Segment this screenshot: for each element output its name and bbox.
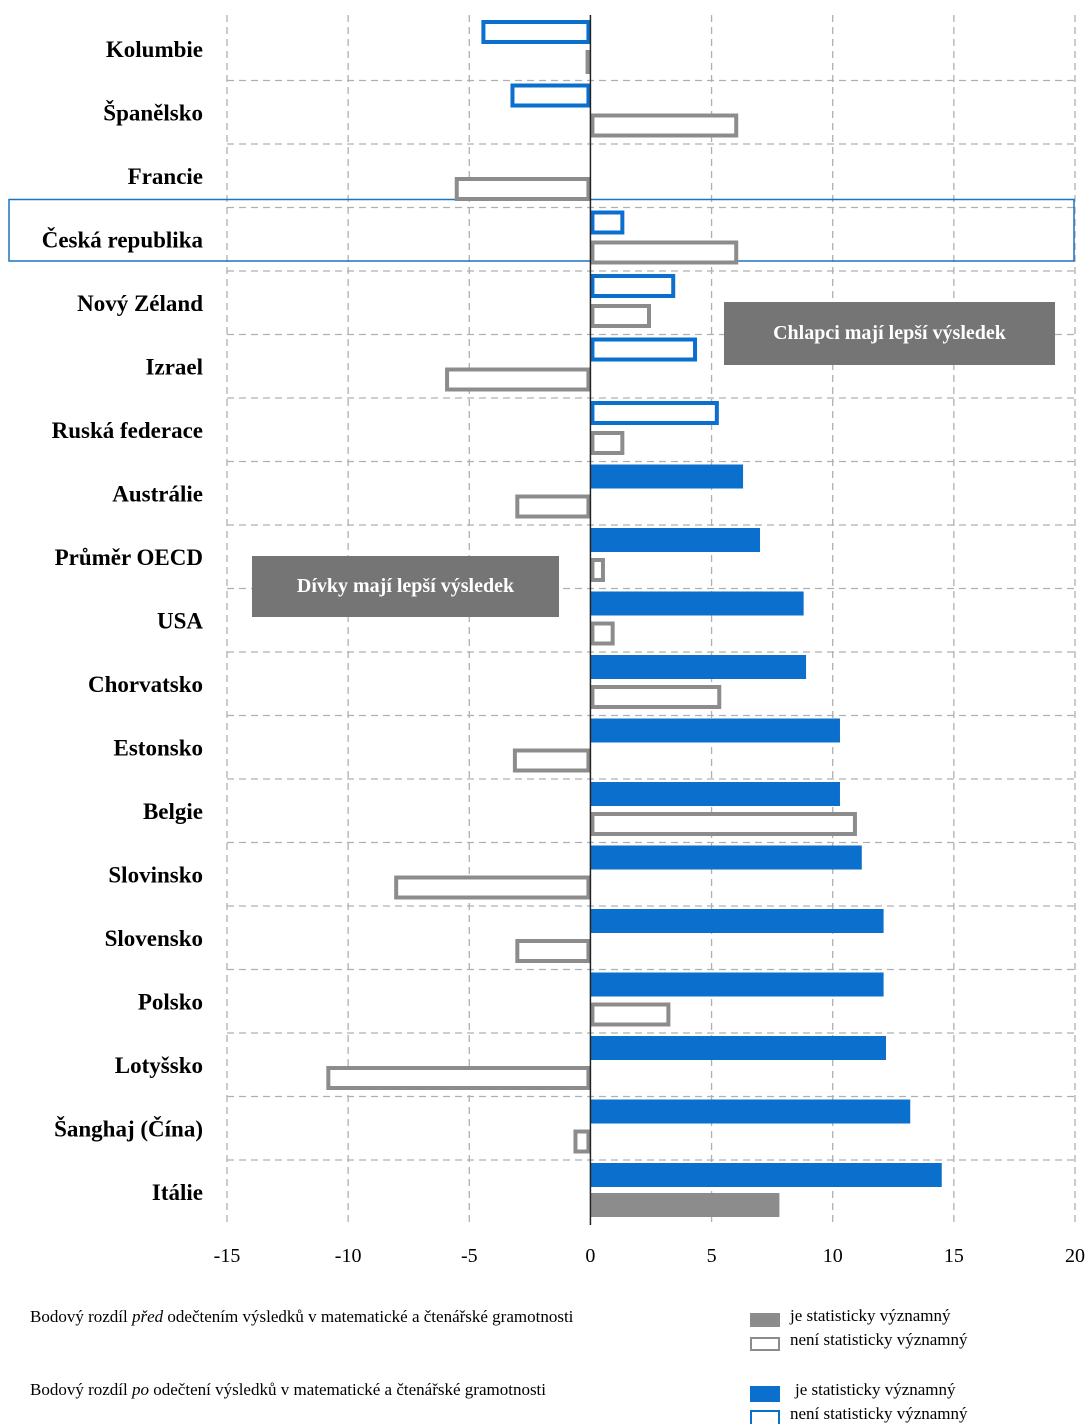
category-label: Průměr OECD bbox=[55, 545, 203, 570]
legend-before-label: Bodový rozdíl před odečtením výsledků v … bbox=[30, 1307, 573, 1327]
legend-swatch-blue-filled bbox=[750, 1386, 780, 1402]
annotation-boys-better: Chlapci mají lepší výsledek bbox=[724, 302, 1055, 365]
grid-lines bbox=[226, 15, 1076, 1225]
legend-after-emph: po bbox=[132, 1380, 149, 1399]
legend-gray-significant: je statisticky významný bbox=[790, 1306, 951, 1325]
bar-before-14 bbox=[515, 939, 591, 963]
bar-after-7 bbox=[590, 464, 744, 489]
chart: Kolumbie Španělsko Francie Česká republika N… bbox=[8, 15, 1085, 1267]
legend-swatch-blue-outline bbox=[750, 1410, 780, 1424]
x-tick-label: 10 bbox=[823, 1245, 843, 1267]
bar-after-8 bbox=[590, 528, 761, 552]
category-label: Šanghaj (Čína) bbox=[54, 1116, 203, 1142]
category-label: Ruská federace bbox=[52, 418, 203, 443]
annotation-girls-better: Dívky mají lepší výsledek bbox=[252, 556, 559, 617]
x-tick-labels: -15 -10 -5 0 5 10 15 20 bbox=[214, 1245, 1085, 1267]
category-label: Slovensko bbox=[105, 926, 203, 951]
bar-after-12 bbox=[590, 782, 840, 806]
legend-blue-not-significant: není statisticky významný bbox=[790, 1404, 968, 1423]
bar-after-4 bbox=[590, 274, 676, 298]
bar-before-17 bbox=[573, 1129, 591, 1154]
category-label: Estonsko bbox=[114, 736, 203, 761]
bar-after-14 bbox=[590, 909, 884, 933]
bar-before-5 bbox=[445, 367, 591, 392]
bar-before-0 bbox=[585, 50, 591, 74]
category-label: Izrael bbox=[146, 355, 203, 380]
bar-after-15 bbox=[590, 972, 884, 997]
legend-blue-significant: je statisticky významný bbox=[795, 1380, 956, 1399]
bar-after-5 bbox=[590, 337, 698, 362]
bars bbox=[326, 20, 942, 1217]
category-label: USA bbox=[157, 609, 203, 634]
legend-before-prefix: Bodový rozdíl bbox=[30, 1307, 132, 1326]
bar-after-1 bbox=[510, 83, 591, 108]
legend-gray-not-significant: není statisticky významný bbox=[790, 1330, 968, 1349]
bar-after-10 bbox=[590, 655, 807, 679]
bar-before-18 bbox=[590, 1193, 780, 1217]
x-tick-label: 20 bbox=[1065, 1245, 1085, 1267]
x-tick-label: -10 bbox=[335, 1245, 362, 1267]
bar-before-10 bbox=[590, 685, 722, 709]
legend-after-suffix: odečtení výsledků v matematické a čtenář… bbox=[149, 1380, 547, 1399]
bar-after-3 bbox=[590, 210, 625, 235]
bar-before-6 bbox=[590, 431, 625, 455]
legend-swatch-gray-outline bbox=[750, 1337, 780, 1351]
x-tick-label: 0 bbox=[585, 1245, 595, 1267]
bar-before-16 bbox=[326, 1066, 591, 1090]
bar-after-17 bbox=[590, 1099, 911, 1124]
bar-before-9 bbox=[590, 621, 615, 646]
category-label: Španělsko bbox=[103, 100, 203, 126]
category-label: Nový Zéland bbox=[77, 291, 203, 316]
category-label: Itálie bbox=[152, 1180, 203, 1205]
category-label: Austrálie bbox=[112, 482, 203, 507]
bar-before-8 bbox=[590, 558, 605, 582]
x-tick-label: -5 bbox=[461, 1245, 478, 1267]
bar-after-13 bbox=[590, 845, 862, 870]
bar-before-13 bbox=[394, 875, 591, 900]
category-label: Slovinsko bbox=[108, 863, 203, 888]
bar-after-11 bbox=[590, 718, 840, 743]
category-label: Belgie bbox=[143, 799, 203, 824]
category-label: Polsko bbox=[138, 990, 203, 1015]
bar-before-2 bbox=[454, 177, 591, 201]
category-label: Kolumbie bbox=[106, 37, 203, 62]
bar-before-1 bbox=[590, 113, 739, 138]
bar-after-18 bbox=[590, 1163, 942, 1187]
x-tick-label: -15 bbox=[214, 1245, 241, 1267]
bar-after-0 bbox=[481, 20, 591, 44]
bar-before-3 bbox=[590, 240, 739, 265]
bar-after-6 bbox=[590, 401, 719, 425]
legend-before-suffix: odečtením výsledků v matematické a čtená… bbox=[163, 1307, 574, 1326]
category-label: Francie bbox=[128, 164, 203, 189]
bar-before-12 bbox=[590, 812, 857, 836]
bar-before-15 bbox=[590, 1002, 671, 1027]
bar-after-9 bbox=[590, 591, 804, 616]
category-labels: Kolumbie Španělsko Francie Česká republika N… bbox=[42, 37, 204, 1205]
bar-before-11 bbox=[512, 748, 591, 773]
category-label: Česká republika bbox=[42, 227, 204, 253]
legend-before-emph: před bbox=[132, 1307, 164, 1326]
category-label: Chorvatsko bbox=[88, 672, 203, 697]
category-label: Lotyšsko bbox=[115, 1053, 203, 1078]
legend-after-prefix: Bodový rozdíl bbox=[30, 1380, 132, 1399]
x-tick-label: 5 bbox=[707, 1245, 717, 1267]
x-tick-label: 15 bbox=[944, 1245, 964, 1267]
bar-before-7 bbox=[515, 494, 591, 519]
bar-after-16 bbox=[590, 1036, 887, 1060]
bar-before-4 bbox=[590, 304, 652, 328]
legend-after-label: Bodový rozdíl po odečtení výsledků v mat… bbox=[30, 1380, 546, 1400]
legend-swatch-gray-filled bbox=[750, 1313, 780, 1327]
